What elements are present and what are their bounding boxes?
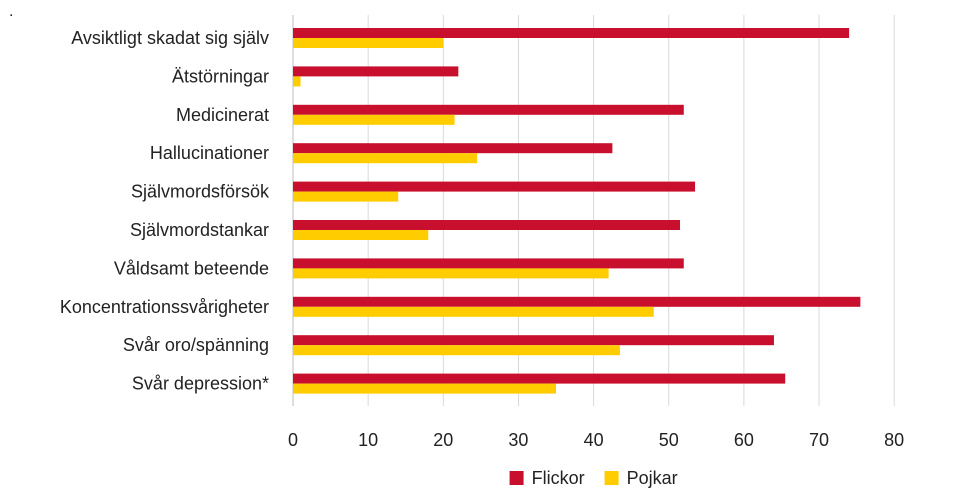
legend-label-pojkar: Pojkar [627,468,678,488]
bar-pojkar-avsiktligt-skadat-sig-sjalv [293,38,444,48]
bar-flickor-sjalvmordstankar [293,220,681,230]
bar-pojkar-svar-depression [293,383,557,394]
category-label-koncentrationssvarigheter: Koncentrationssvårigheter [60,297,269,317]
x-tick-label-70: 70 [809,430,829,450]
category-label-hallucinationer: Hallucinationer [150,143,269,163]
legend-label-flickor: Flickor [532,468,585,488]
bar-flickor-atstorningar [293,66,459,77]
corner-mark: . [9,3,13,20]
category-label-atstorningar: Ätstörningar [172,66,269,86]
category-label-valdsamt-beteende: Våldsamt beteende [114,258,269,278]
category-label-sjalvmordstankar: Självmordstankar [130,220,269,240]
bar-flickor-sjalvmordsforsok [293,181,696,192]
bar-flickor-hallucinationer [293,143,613,154]
category-label-medicinerat: Medicinerat [176,105,269,125]
bar-flickor-medicinerat [293,104,684,115]
bar-pojkar-atstorningar [293,76,301,87]
bar-flickor-koncentrationssvarigheter [293,296,861,307]
category-label-avsiktligt-skadat-sig-sjalv: Avsiktligt skadat sig själv [71,28,269,48]
bar-pojkar-hallucinationer [293,153,478,164]
bar-flickor-svar-oro-spanning [293,335,774,346]
x-tick-label-80: 80 [884,430,904,450]
x-tick-label-10: 10 [358,430,378,450]
x-tick-label-20: 20 [433,430,453,450]
x-tick-label-50: 50 [659,430,679,450]
legend: Flickor Pojkar [509,468,678,488]
bars [293,28,861,394]
category-label-svar-depression: Svår depression* [132,374,269,394]
category-label-svar-oro-spanning: Svår oro/spänning [123,335,269,355]
category-label-sjalvmordsforsok: Självmordsförsök [131,182,270,202]
bar-pojkar-medicinerat [293,114,455,125]
category-labels: Avsiktligt skadat sig själv Ätstörningar M… [60,28,270,394]
bar-pojkar-svar-oro-spanning [293,345,620,356]
bar-pojkar-valdsamt-beteende [293,268,609,279]
legend-swatch-pojkar [604,471,619,485]
legend-swatch-flickor [509,471,524,485]
bar-flickor-valdsamt-beteende [293,258,684,269]
gridlines [292,15,895,406]
x-tick-label-40: 40 [584,430,604,450]
bar-pojkar-sjalvmordstankar [293,230,429,240]
x-tick-label-30: 30 [508,430,528,450]
bar-flickor-avsiktligt-skadat-sig-sjalv [293,28,850,38]
x-tick-label-0: 0 [288,430,298,450]
x-tick-label-60: 60 [734,430,754,450]
x-axis-ticks: 0 10 20 30 40 50 60 70 80 [288,430,904,450]
bar-flickor-svar-depression [293,373,786,384]
bar-pojkar-sjalvmordsforsok [293,191,399,202]
bar-pojkar-koncentrationssvarigheter [293,306,654,317]
